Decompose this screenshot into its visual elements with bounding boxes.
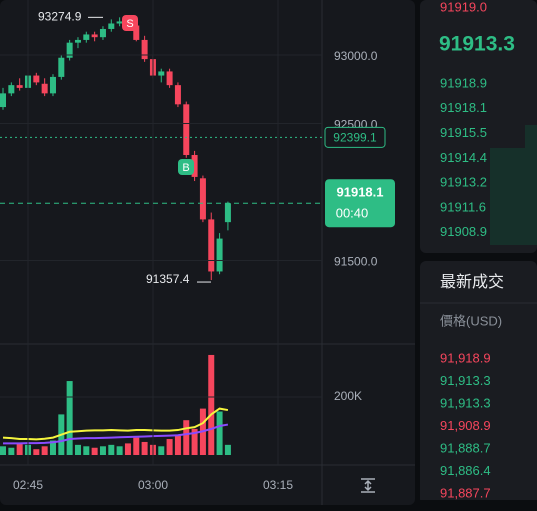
volume-bar (108, 444, 115, 455)
chart-panel (0, 0, 415, 505)
bid-price: 91918.9 (440, 75, 487, 90)
volume-bar (8, 447, 15, 455)
volume-bar (116, 446, 123, 455)
candle-body (199, 178, 206, 220)
y-tick-label: 91500.0 (334, 255, 378, 269)
sell-marker-bg (122, 15, 138, 31)
x-tick-label: 02:45 (13, 478, 43, 492)
x-tick-label: 03:00 (138, 478, 168, 492)
buy-marker-bg (178, 159, 194, 175)
candle-body (8, 85, 15, 94)
volume-bar (66, 381, 73, 455)
candle-body (99, 28, 106, 38)
volume-bar (16, 443, 23, 455)
last-price-label: 91918.1 (337, 185, 384, 200)
candle-body (108, 23, 115, 29)
candle-body (158, 71, 165, 76)
low-label: 91357.4 (146, 272, 190, 286)
candle-body (191, 155, 198, 177)
volume-bar (99, 446, 106, 455)
trade-price: 91,888.7 (440, 440, 491, 455)
volume-bar (183, 420, 190, 455)
trade-price: 91,918.9 (440, 350, 491, 365)
fit-icon[interactable] (361, 478, 375, 493)
bottom-cover (420, 500, 537, 511)
bid-price: 91914.4 (440, 150, 487, 165)
trades-panel (420, 261, 537, 505)
volume-bar (216, 411, 223, 455)
volume-bar (83, 446, 90, 455)
candle-body (49, 76, 56, 94)
candle-body (66, 42, 73, 58)
candle-body (91, 34, 98, 38)
y-tick-label: 93000.0 (334, 49, 378, 63)
trade-price: 91,908.9 (440, 418, 491, 433)
volume-bar (91, 447, 98, 455)
candle-body (33, 75, 40, 83)
volume-bar (49, 440, 56, 455)
x-tick-label: 03:15 (263, 478, 293, 492)
ma-slow-line (3, 423, 229, 445)
countdown: 00:40 (336, 206, 369, 221)
candle-body (174, 85, 181, 105)
candle-body (133, 25, 140, 40)
candle-body (224, 203, 231, 223)
candle-body (16, 85, 23, 88)
ref-price-label: 92399.1 (333, 130, 377, 144)
volume-bar (0, 446, 6, 455)
volume-bar (208, 354, 215, 455)
mid-price: 91913.3 (439, 33, 515, 56)
volume-bar (74, 444, 81, 455)
depth-bar (525, 125, 537, 148)
volume-bar (166, 439, 173, 455)
candle-body (166, 71, 173, 86)
volume-bar (174, 434, 181, 455)
ask-price: 91919.0 (440, 0, 487, 14)
trades-title: 最新成交 (440, 273, 504, 291)
trades-column: 價格(USD) (440, 313, 502, 328)
volume-bar (158, 446, 165, 455)
trade-price: 91,913.3 (440, 395, 491, 410)
volume-bar (224, 444, 231, 455)
last-price-box (325, 179, 395, 228)
buy-marker: B (182, 162, 189, 174)
candle-body (216, 238, 223, 272)
candle-body (183, 104, 190, 156)
candle-body (116, 21, 123, 24)
candle-body (41, 83, 48, 94)
candle-body (208, 219, 215, 272)
volume-bar (133, 437, 140, 455)
volume-tick-label: 200K (334, 389, 362, 403)
depth-bar (490, 148, 537, 245)
bid-price: 91913.2 (440, 175, 487, 190)
trade-price: 91,913.3 (440, 373, 491, 388)
bid-price: 91915.5 (440, 125, 487, 140)
volume-bar (41, 446, 48, 455)
plot (0, 17, 231, 455)
volume-bar (124, 443, 131, 455)
sell-marker: S (126, 18, 133, 30)
ma-fast-line (2, 407, 229, 441)
candle-body (58, 57, 65, 77)
bid-price: 91911.6 (440, 199, 486, 214)
trade-price: 91,886.4 (440, 463, 491, 478)
high-label: 93274.9 (38, 10, 82, 24)
candle-body (83, 34, 90, 40)
volume-bar (141, 441, 148, 455)
bid-price: 91908.9 (440, 224, 487, 239)
volume-bar (33, 449, 40, 455)
ref-price-box (324, 126, 386, 148)
candle-body (0, 93, 6, 108)
candle-body (141, 39, 148, 60)
trade-price: 91,887.7 (440, 485, 491, 500)
candle-body (74, 39, 81, 43)
bid-price: 91918.1 (440, 100, 487, 115)
volume-bar (191, 428, 198, 455)
